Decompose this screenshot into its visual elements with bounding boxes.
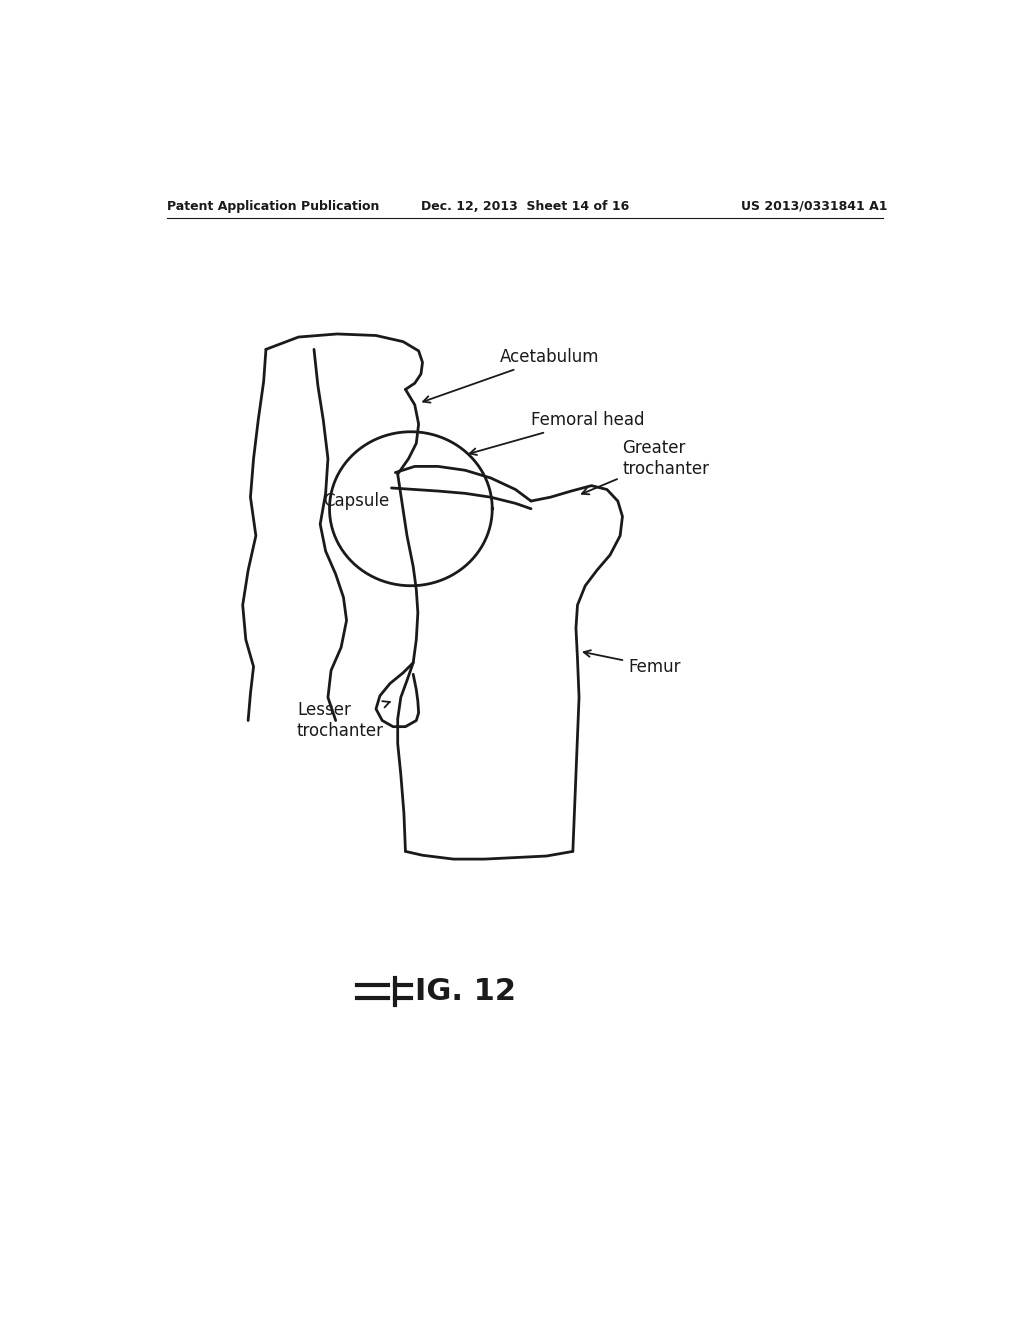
Text: Acetabulum: Acetabulum xyxy=(423,348,599,403)
Text: Femur: Femur xyxy=(584,651,680,676)
Text: Femoral head: Femoral head xyxy=(470,412,644,455)
Text: Capsule: Capsule xyxy=(324,492,390,510)
Text: IG. 12: IG. 12 xyxy=(415,977,516,1006)
Text: Dec. 12, 2013  Sheet 14 of 16: Dec. 12, 2013 Sheet 14 of 16 xyxy=(421,199,629,213)
Text: US 2013/0331841 A1: US 2013/0331841 A1 xyxy=(741,199,888,213)
Text: Patent Application Publication: Patent Application Publication xyxy=(167,199,379,213)
Text: Greater
trochanter: Greater trochanter xyxy=(582,440,710,494)
Text: Lesser
trochanter: Lesser trochanter xyxy=(297,701,390,741)
